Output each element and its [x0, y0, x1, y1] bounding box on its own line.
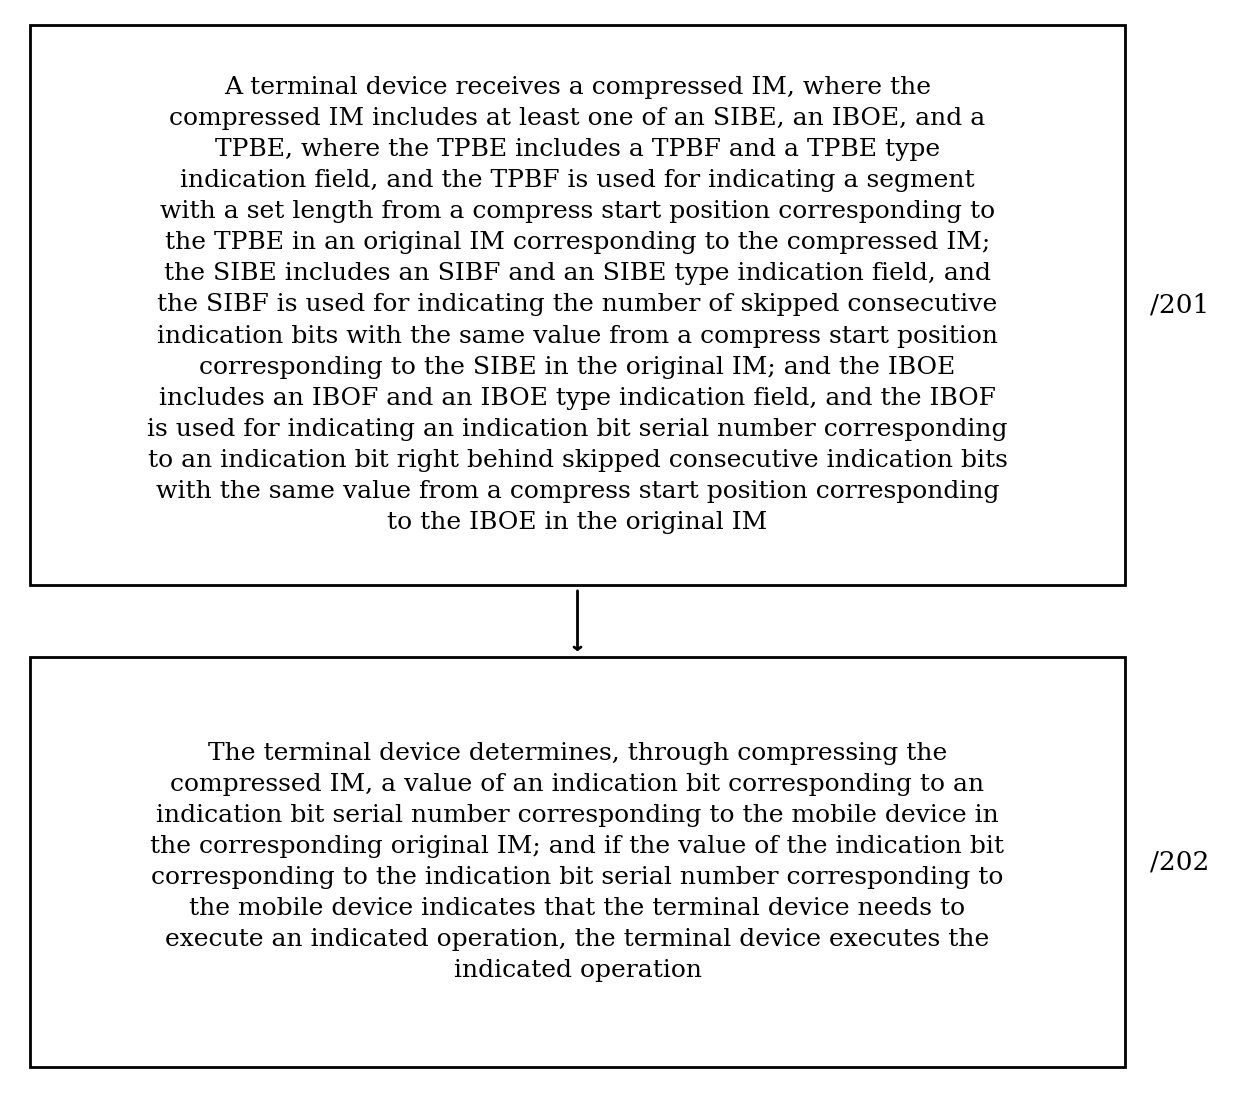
- Bar: [30, 25, 1125, 585]
- Text: ∕201: ∕201: [1149, 292, 1209, 317]
- Bar: [30, 657, 1125, 1067]
- Text: ∕202: ∕202: [1149, 850, 1209, 874]
- Text: A terminal device receives a compressed IM, where the
compressed IM includes at : A terminal device receives a compressed …: [148, 76, 1008, 535]
- Text: The terminal device determines, through compressing the
compressed IM, a value o: The terminal device determines, through …: [150, 741, 1004, 983]
